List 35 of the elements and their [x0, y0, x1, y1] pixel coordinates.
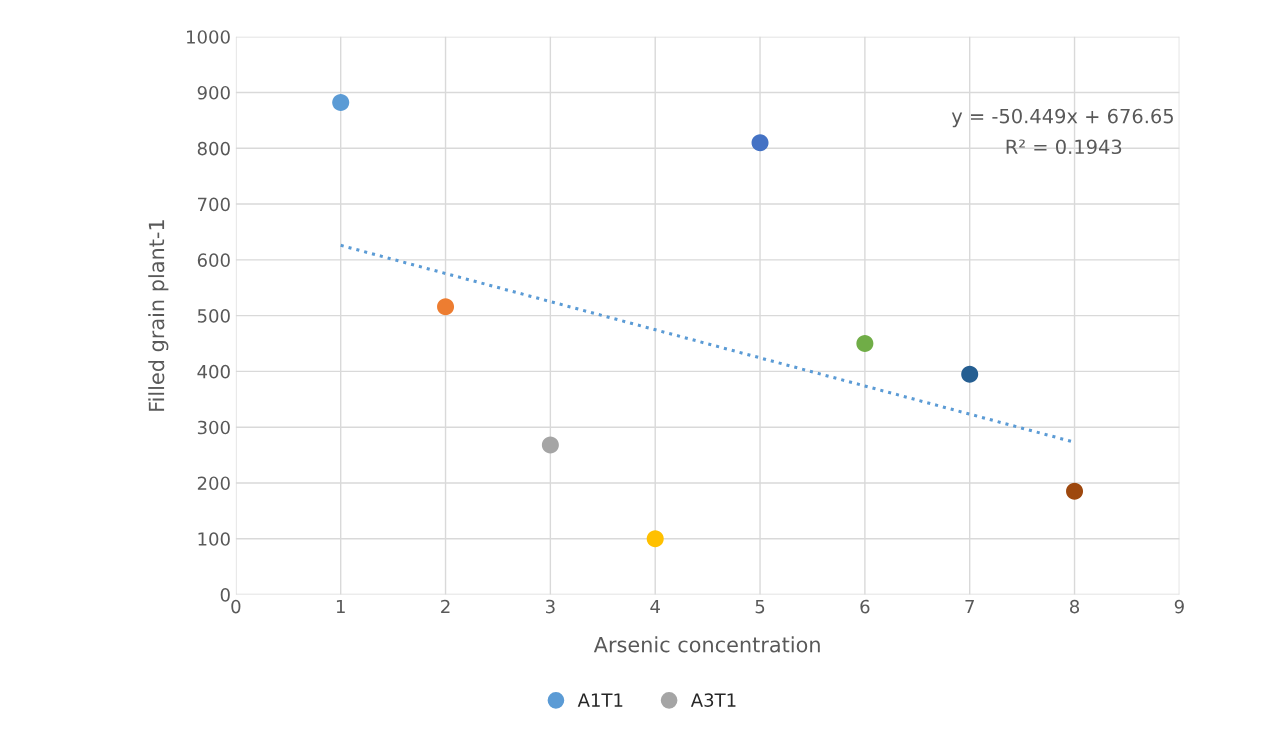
- x-tick-label: 1: [336, 599, 345, 614]
- x-tick-label: 8: [1070, 599, 1080, 614]
- x-tick-label: 5: [755, 599, 765, 614]
- x-tick-label: 9: [1174, 599, 1184, 614]
- point: [437, 298, 455, 316]
- point: [646, 530, 664, 548]
- y-tick-label: 0: [220, 588, 230, 602]
- y-tick-label: 200: [197, 476, 230, 491]
- point: [751, 134, 769, 152]
- y-tick-label: 700: [198, 197, 230, 212]
- annotation: y = -50.449x + 676.65: [951, 108, 1173, 128]
- legend-label: A3T1: [690, 693, 736, 707]
- point: [961, 365, 979, 383]
- x-tick-label: 6: [860, 599, 870, 614]
- y-tick-label: 800: [197, 141, 230, 156]
- y-tick-label: 1000: [187, 30, 230, 44]
- point: [856, 335, 874, 353]
- x-tick-label: 3: [546, 599, 555, 614]
- point: [332, 94, 350, 112]
- y-tick-label: 100: [198, 532, 230, 546]
- x-tick-label: 2: [441, 599, 450, 614]
- y-tick-label: 900: [197, 85, 230, 100]
- point: [1066, 482, 1084, 500]
- y-tick-label: 400: [197, 364, 230, 379]
- y-tick-label: 300: [197, 420, 230, 435]
- y-tick-label: 500: [197, 309, 230, 323]
- legend-label: A1T1: [577, 693, 623, 707]
- y-tick-label: 600: [197, 253, 230, 267]
- annotation: R² = 0.1943: [1006, 139, 1122, 155]
- x-tick-label: 4: [650, 599, 660, 614]
- point: [541, 436, 559, 454]
- y-axis-title: Filled grain plant-1: [148, 220, 169, 411]
- x-tick-label: 0: [231, 599, 241, 614]
- x-tick-label: 7: [965, 599, 974, 614]
- x-axis-title: Arsenic concentration: [593, 636, 820, 653]
